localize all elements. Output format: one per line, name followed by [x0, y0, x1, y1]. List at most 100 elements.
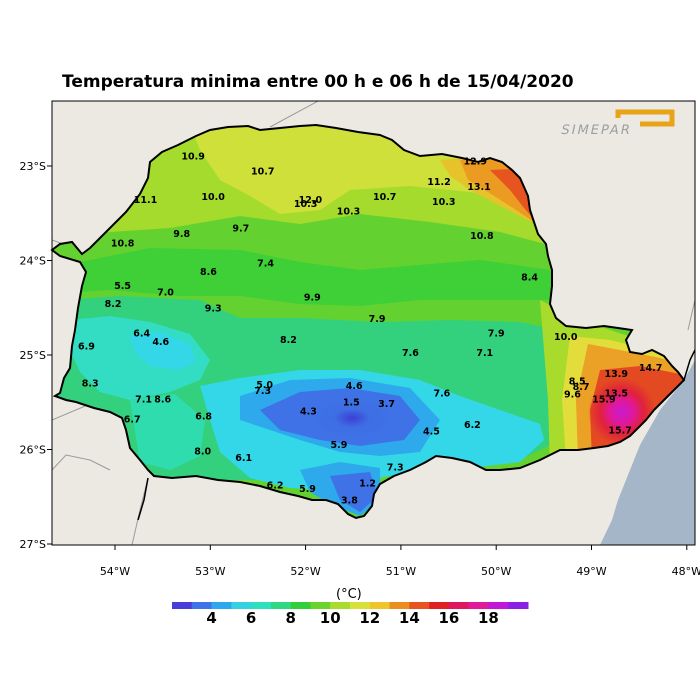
- station-value: 6.9: [78, 341, 95, 352]
- logo-text: SIMEPAR: [560, 123, 634, 138]
- station-value: 11.1: [134, 195, 157, 206]
- station-value: 7.6: [433, 389, 450, 400]
- station-value: 5.9: [331, 440, 348, 451]
- station-value: 8.6: [200, 267, 217, 278]
- station-value: 4.6: [346, 381, 363, 392]
- colorbar-unit: (°C): [336, 587, 362, 602]
- station-value: 7.4: [257, 258, 274, 269]
- colorbar-label: 10: [320, 609, 341, 627]
- colorbar-swatch: [330, 602, 351, 609]
- colorbar-label: 8: [285, 609, 295, 627]
- station-value: 7.1: [476, 348, 493, 359]
- colorbar-label: 12: [359, 609, 380, 627]
- station-value: 15.7: [608, 426, 631, 437]
- x-tick-label: 49°W: [576, 565, 606, 578]
- station-value: 5.5: [114, 281, 131, 292]
- station-value: 9.7: [232, 223, 249, 234]
- station-value: 10.3: [337, 206, 360, 217]
- colorbar-label: 4: [206, 609, 216, 627]
- colorbar-swatch: [172, 602, 193, 609]
- colorbar-swatch: [429, 602, 450, 609]
- colorbar-label: 16: [438, 609, 459, 627]
- station-value: 12.9: [464, 156, 487, 167]
- station-value: 7.3: [254, 386, 271, 397]
- station-value: 3.7: [378, 399, 395, 410]
- station-value: 8.2: [105, 299, 122, 310]
- colorbar-swatch: [270, 602, 292, 609]
- station-value: 9.8: [173, 229, 190, 240]
- colorbar-swatch: [310, 602, 331, 609]
- station-value: 7.3: [387, 462, 404, 473]
- logo-mark-icon: [615, 109, 675, 127]
- station-values: 10.910.711.1 10.010.312.010.310.711.210.3…: [78, 152, 662, 507]
- page-title: Temperatura minima entre 00 h e 06 h de …: [62, 72, 574, 92]
- station-value: 5.9: [299, 484, 316, 495]
- map-frame: [51, 100, 696, 546]
- state-border: [50, 123, 686, 520]
- station-value: 10.0: [554, 332, 578, 343]
- station-value: 7.6: [402, 348, 419, 359]
- station-value: 13.5: [605, 389, 628, 400]
- station-value: 15.9: [592, 394, 615, 405]
- station-value: 9.6: [564, 390, 581, 401]
- station-value: 4.6: [152, 337, 169, 348]
- station-value: 10.3: [432, 197, 455, 208]
- station-value: 1.2: [359, 479, 376, 490]
- colorbar-swatch: [409, 602, 430, 609]
- colorbar-swatch: [369, 602, 391, 609]
- station-value: 6.7: [124, 414, 141, 425]
- station-value: 8.6: [154, 394, 171, 405]
- colorbar-label: 6: [246, 609, 256, 627]
- colorbar-swatch: [389, 602, 410, 609]
- y-tick-label: 26°S: [20, 444, 46, 457]
- colorbar-swatch: [468, 602, 489, 609]
- station-value: 6.8: [195, 411, 212, 422]
- x-axis: 54°W 53°W 52°W 51°W 50°W 49°W 48°W: [100, 545, 700, 578]
- colorbar-swatch: [508, 602, 529, 609]
- colorbar-swatch: [350, 602, 371, 609]
- station-value: 10.9: [181, 152, 204, 163]
- colorbar-swatch: [251, 602, 272, 609]
- neighbour-borders: [137, 349, 695, 521]
- station-value: 9.3: [205, 304, 222, 315]
- colorbar: 4 6 8 10 12 14 16 18: [172, 602, 529, 627]
- colorbar-swatch: [191, 602, 213, 609]
- station-value: 10.8: [111, 238, 135, 249]
- station-value: 8.2: [280, 335, 297, 346]
- colorbar-swatch: [488, 602, 509, 609]
- colorbar-swatch: [211, 602, 232, 609]
- y-axis: 23°S 24°S 25°S 26°S 27°S: [20, 160, 52, 551]
- station-value: 5.0: [256, 380, 273, 391]
- colorbar-label: 18: [478, 609, 499, 627]
- station-value: 8.3: [82, 378, 99, 389]
- station-value: 10.7: [251, 167, 274, 178]
- station-value: 9.9: [304, 292, 321, 303]
- x-tick-label: 52°W: [290, 565, 320, 578]
- station-value: 6.2: [267, 480, 284, 491]
- station-value: 10.8: [470, 231, 494, 242]
- station-value: 7.0: [157, 288, 174, 299]
- x-tick-label: 53°W: [195, 565, 225, 578]
- station-value: 10.3: [294, 199, 317, 210]
- x-tick-label: 51°W: [386, 565, 416, 578]
- station-value: 13.9: [605, 369, 628, 380]
- station-value: 11.2: [427, 177, 450, 188]
- x-tick-label: 48°W: [672, 565, 700, 578]
- station-value: 8.0: [194, 446, 211, 457]
- station-value: 6.4: [133, 328, 150, 339]
- station-value: 8.4: [521, 273, 538, 284]
- station-value: 14.7: [639, 363, 662, 374]
- station-value: 6.2: [464, 420, 481, 431]
- station-value: 4.3: [300, 407, 317, 418]
- station-value: 12.0: [299, 195, 323, 206]
- colorbar-label: 14: [399, 609, 420, 627]
- station-value: 8.7: [573, 382, 590, 393]
- station-value: 10.0: [201, 192, 225, 203]
- y-tick-label: 25°S: [20, 349, 46, 362]
- station-value: 6.1: [235, 453, 252, 464]
- station-value: 13.1: [467, 182, 490, 193]
- station-value: 3.8: [341, 496, 358, 507]
- station-value: 10.7: [373, 192, 396, 203]
- colorbar-swatch: [290, 602, 311, 609]
